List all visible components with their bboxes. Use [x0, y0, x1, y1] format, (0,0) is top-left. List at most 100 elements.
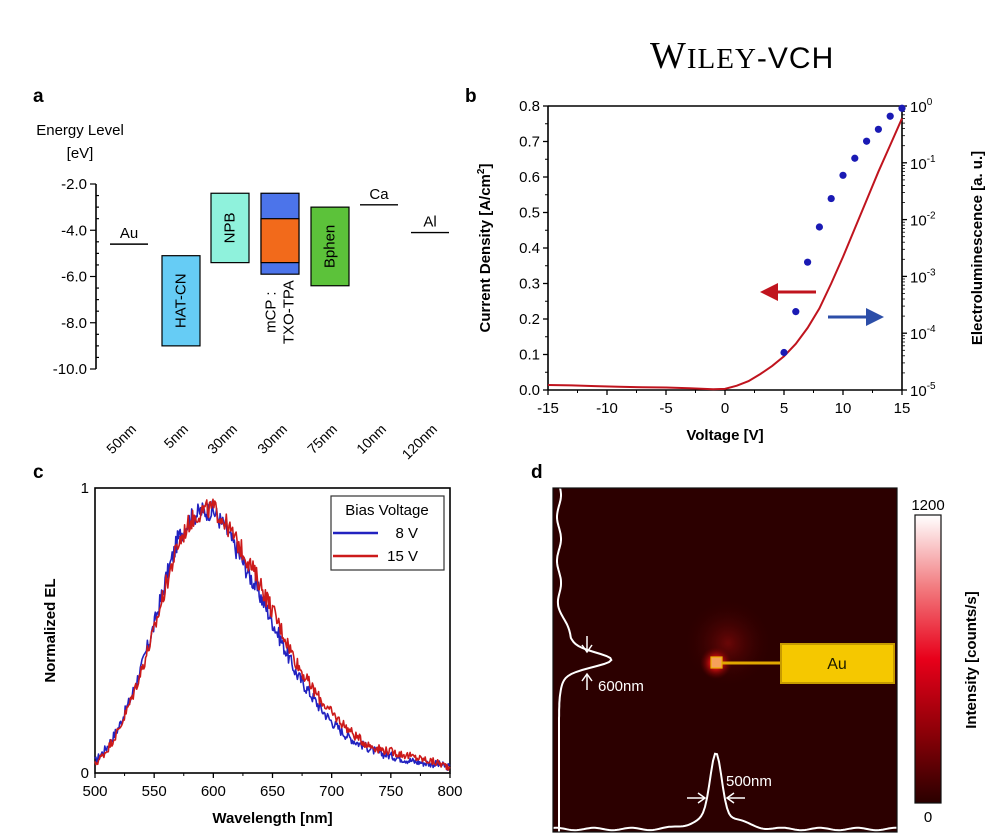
- y-tick-label: 0: [81, 765, 89, 782]
- el-data-point: [851, 154, 859, 162]
- axis-title-line2: [eV]: [67, 145, 94, 162]
- x-tick-label: -15: [537, 400, 559, 417]
- thickness-label: 75nm: [304, 421, 340, 457]
- thickness-label: 10nm: [353, 421, 389, 457]
- colorbar: [914, 514, 942, 804]
- panel-label-b: b: [465, 86, 477, 107]
- au-label: Au: [827, 656, 847, 673]
- y-tick-label: 0.3: [519, 276, 540, 293]
- el-data-point: [839, 171, 847, 179]
- y-tick-label: -6.0: [61, 269, 87, 286]
- x-tick-label: -5: [659, 400, 672, 417]
- el-spectrum-chart: 500 550 600 650 700 750 800 0 1 Wavelength [nm] No…: [42, 480, 463, 827]
- emission-halo: [683, 598, 773, 688]
- au-electrode: [780, 643, 895, 684]
- x-tick-label: 5: [780, 400, 788, 417]
- emitter-box: [260, 218, 300, 264]
- jv-el-chart: -15 -10 -5 0 5 10 15 0.0 0.1 0.2 0.3 0.4 0.5 0.6 0.7 0.…: [476, 97, 986, 444]
- layer-label: Ca: [369, 186, 389, 203]
- layer-au: Au: [110, 225, 148, 245]
- energy-level-diagram: Energy Level [eV] -2.0 -4.0 -6.0 -8.0 -10.0 Au 5…: [36, 122, 449, 460]
- axis-title-line1: Energy Level: [36, 122, 124, 139]
- horizontal-intensity-profile: [552, 752, 897, 832]
- thickness-label: 120nm: [399, 421, 441, 460]
- x-tick-label: 650: [260, 783, 285, 800]
- thickness-label: 30nm: [204, 421, 240, 457]
- fwhm-arrow-right-head: [697, 792, 707, 804]
- x-axis-label: Voltage [V]: [686, 427, 763, 444]
- y-axis-label: Normalized EL: [42, 578, 59, 682]
- heatmap-frame: [552, 487, 898, 833]
- y2-tick-label: 10-1: [910, 154, 936, 173]
- el-data-point: [815, 223, 823, 231]
- emitter-marker: [710, 656, 723, 669]
- fwhm-arrow-down-head: [581, 644, 593, 654]
- legend-label: 8 V: [395, 525, 418, 542]
- y-tick-label: 0.8: [519, 98, 540, 115]
- fwhm-arrow-up-head: [581, 672, 593, 682]
- el-data-point: [898, 104, 906, 112]
- layer-label: HAT-CN: [173, 273, 190, 328]
- y-tick-label: -4.0: [61, 222, 87, 239]
- el-data-point: [827, 194, 835, 203]
- energy-box: [310, 206, 350, 287]
- y-tick-label: 0.1: [519, 347, 540, 364]
- x-tick-label: 0: [721, 400, 729, 417]
- y-tick-label: 0.0: [519, 382, 540, 399]
- layer-npb: NPB: [210, 192, 250, 264]
- x-tick-label: 700: [319, 783, 344, 800]
- y2-axis-label: Electroluminescence [a. u.]: [969, 151, 986, 345]
- y-tick-label: 0.4: [519, 240, 540, 257]
- el-data-point: [886, 112, 894, 120]
- colorbar-max-label: 1200: [911, 497, 944, 514]
- layer-bphen: Bphen: [310, 206, 350, 287]
- energy-box: [161, 255, 201, 347]
- y-tick-label: 0.7: [519, 134, 540, 151]
- layer-label: Au: [120, 225, 138, 242]
- layer-label-line1: mCP :: [263, 291, 280, 332]
- logo-w: W: [650, 35, 687, 77]
- x-tick-label: 750: [378, 783, 403, 800]
- el-data-point: [874, 125, 882, 133]
- panel-label-d: d: [531, 462, 543, 483]
- el-data-point: [804, 258, 812, 266]
- layer-al: Al: [411, 214, 449, 234]
- panel-label-a: a: [33, 86, 44, 107]
- el-data-point: [792, 308, 800, 316]
- y-tick-label: 0.5: [519, 205, 540, 222]
- publisher-logo: WILEY-VCH: [650, 34, 834, 78]
- fwhm-arrow-left-head: [725, 792, 735, 804]
- layer-mcp-txo-tpa: mCP : TXO-TPA: [260, 192, 300, 344]
- y-tick-label: -2.0: [61, 176, 87, 193]
- x-tick-label: -10: [596, 400, 618, 417]
- thickness-label: 50nm: [103, 421, 139, 457]
- legend-title: Bias Voltage: [345, 502, 428, 519]
- el-map-heatmap: Au 600nm 500nm 1200 0 Intensity [counts/s]: [552, 487, 980, 833]
- series-line-current-density: [547, 117, 903, 391]
- y2-tick-label: 10-2: [910, 211, 936, 230]
- vertical-intensity-profile: [556, 487, 613, 832]
- y2-tick-label: 10-3: [910, 267, 936, 286]
- layer-ca: Ca: [360, 186, 398, 206]
- logo-vch: -VCH: [756, 42, 835, 75]
- x-tick-label: 550: [142, 783, 167, 800]
- y-axis-label: Current Density [A/cm2]: [476, 164, 494, 333]
- thickness-label: 5nm: [161, 421, 192, 452]
- y2-tick-label: 10-4: [910, 324, 936, 343]
- horizontal-fwhm-label: 500nm: [726, 773, 772, 790]
- y-tick-label: -10.0: [53, 361, 87, 378]
- colorbar-min-label: 0: [924, 809, 932, 826]
- vertical-fwhm-label: 600nm: [598, 678, 644, 695]
- y-tick-label: 0.6: [519, 169, 540, 186]
- arrow-left-head: [760, 283, 778, 301]
- x-tick-label: 15: [894, 400, 911, 417]
- x-tick-label: 600: [201, 783, 226, 800]
- layer-label: NPB: [222, 213, 239, 244]
- logo-iley: ILEY: [686, 43, 757, 75]
- arrow-right-head: [866, 308, 884, 326]
- legend: Bias Voltage 8 V 15 V: [330, 495, 445, 571]
- energy-box: [210, 192, 250, 264]
- x-axis-label: Wavelength [nm]: [212, 810, 332, 827]
- layer-label: Bphen: [322, 225, 339, 268]
- el-data-point: [780, 348, 788, 357]
